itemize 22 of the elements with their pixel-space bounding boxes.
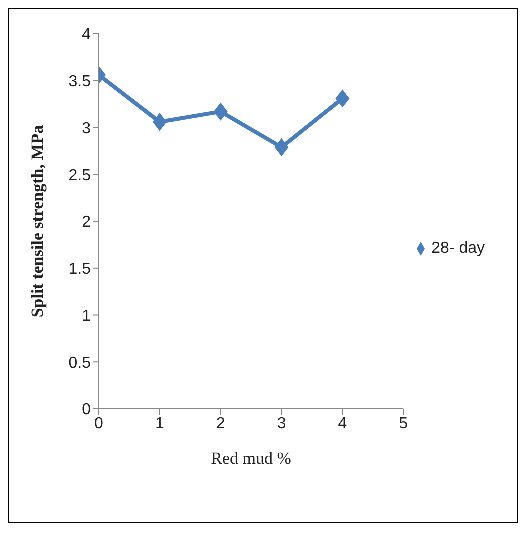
point <box>152 113 167 132</box>
legend-label: 28- day <box>432 240 485 257</box>
point <box>274 138 289 157</box>
x-tick-label: 5 <box>399 415 408 432</box>
y-tick-label: 2.5 <box>68 167 92 184</box>
x-tick-label: 4 <box>338 415 348 432</box>
x-tick-label: 1 <box>155 415 164 432</box>
y-tick-label: 4 <box>82 26 92 44</box>
point <box>214 102 228 121</box>
x-tick-label: 2 <box>216 415 226 432</box>
y-tick-label: 3.5 <box>68 74 92 91</box>
y-tick-label: 1.5 <box>68 261 92 278</box>
point <box>336 90 350 108</box>
x-tick-label: 3 <box>277 415 286 432</box>
y-tick-label: 2 <box>82 214 92 232</box>
y-axis-title: Split tensile strength, MPa <box>28 124 48 318</box>
y-tick-label: 3 <box>82 120 92 138</box>
y-tick-label: 0.5 <box>68 354 92 372</box>
x-tick-label: 0 <box>94 415 104 432</box>
y-tick-label: 1 <box>82 308 92 325</box>
x-axis-title: Red mud % <box>211 449 292 468</box>
y-tick-label: 0 <box>82 402 92 419</box>
